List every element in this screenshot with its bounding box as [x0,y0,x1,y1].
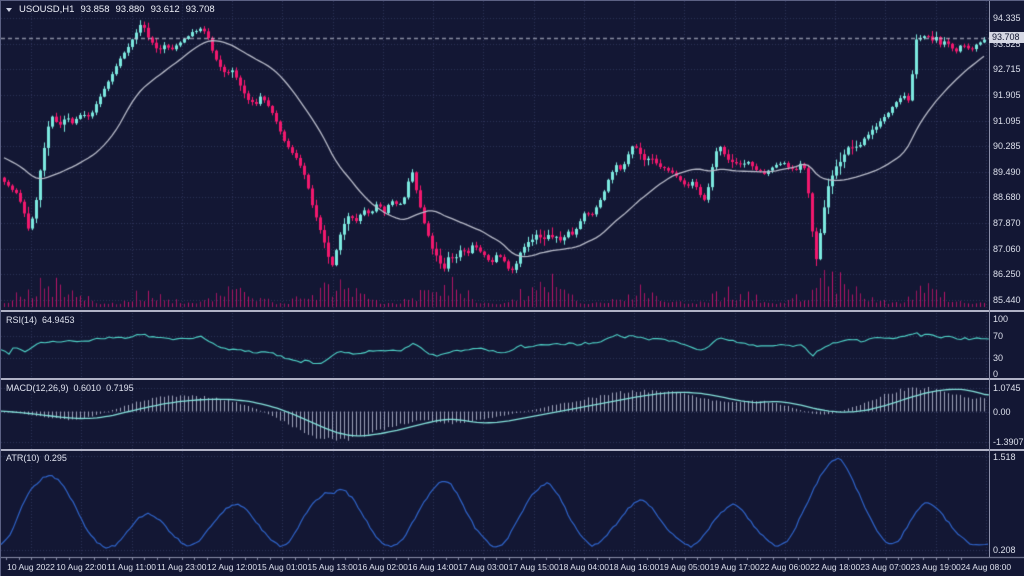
time-axis-label: 15 Aug 13:00 [307,562,358,572]
price-axis-label: 91.905 [993,89,1021,100]
time-axis-label: 16 Aug 14:00 [408,562,459,572]
ohlc-low: 93.612 [150,4,180,15]
symbol-dropdown-icon[interactable] [6,7,12,12]
rsi-panel-label: RSI(14) 64.9453 [6,315,80,325]
price-axis-label: 90.285 [993,141,1021,152]
price-axis[interactable]: 94.335 93.525 92.715 91.905 91.095 90.285 89.4… [990,1,1024,576]
time-axis-label: 11 Aug 23:00 [157,562,207,572]
rsi-axis-label: 0 [993,369,999,379]
ohlc-close: 93.708 [185,4,215,15]
time-axis-label: 17 Aug 03:00 [458,562,509,572]
atr-indicator-name: ATR(10) [6,453,40,463]
symbol-timeframe: USOUSD,H1 [19,4,75,15]
last-price-tag: 93.708 [989,32,1024,44]
macd-indicator-name: MACD(12,26,9) [6,383,69,393]
time-axis-label: 23 Aug 07:00 [860,562,911,572]
price-axis-label: 89.490 [993,166,1021,177]
rsi-axis-label: 30 [993,352,1004,363]
symbol-title: USOUSD,H1 93.858 93.880 93.612 93.708 [6,4,215,15]
macd-indicator-value-main: 0.6010 [73,383,102,393]
macd-axis-label: -1.3907 [993,437,1024,448]
ohlc-open: 93.858 [80,4,110,15]
price-axis-label: 87.060 [993,243,1021,254]
price-axis-label: 85.440 [993,295,1021,306]
atr-panel-label: ATR(10) 0.295 [6,453,72,463]
time-axis-label: 15 Aug 01:00 [257,562,308,572]
time-axis-label: 10 Aug 2022 [7,562,55,572]
time-axis-label: 18 Aug 16:00 [609,562,660,572]
time-axis-label: 19 Aug 17:00 [709,562,760,572]
time-axis-label: 16 Aug 02:00 [357,562,408,572]
time-axis-label: 10 Aug 22:00 [56,562,107,572]
price-axis-label: 93.525 [993,38,1021,49]
macd-panel-label: MACD(12,26,9) 0.6010 0.7195 [6,383,139,393]
price-axis-label: 91.095 [993,115,1021,126]
time-axis-label: 22 Aug 18:00 [810,562,861,572]
price-axis-label: 88.680 [993,192,1021,203]
panel-separator-macd[interactable] [1,378,1024,380]
price-axis-border [989,1,990,557]
price-axis-label: 94.335 [993,13,1021,23]
rsi-axis-label: 100 [993,314,1009,324]
time-axis-label: 17 Aug 15:00 [508,562,559,572]
time-axis-label: 24 Aug 08:00 [960,562,1012,572]
macd-indicator-value-signal: 0.7195 [106,383,134,393]
macd-axis-label: 1.0745 [993,382,1021,393]
rsi-indicator-name: RSI(14) [6,315,38,325]
time-axis-label: 22 Aug 06:00 [759,562,810,572]
rsi-axis-label: 70 [993,330,1004,341]
panel-separator-rsi[interactable] [1,310,1024,312]
time-axis-label: 12 Aug 12:00 [206,562,258,572]
time-axis[interactable]: 10 Aug 2022 10 Aug 22:00 11 Aug 11:00 11 Au… [1,558,1024,576]
rsi-indicator-value: 64.9453 [42,315,75,325]
panel-separator-atr[interactable] [1,449,1024,451]
price-axis-label: 87.870 [993,218,1021,229]
atr-axis-label: 1.518 [993,452,1016,462]
time-axis-label: 19 Aug 05:00 [659,562,710,572]
time-axis-label: 11 Aug 11:00 [107,562,156,572]
price-axis-label: 92.715 [993,64,1021,75]
ohlc-high: 93.880 [115,4,145,15]
time-axis-label: 23 Aug 19:00 [910,562,961,572]
price-axis-label: 86.250 [993,269,1021,280]
atr-indicator-value: 0.295 [44,453,67,463]
time-axis-label: 18 Aug 04:00 [558,562,609,572]
atr-axis-label: 0.208 [993,545,1016,555]
macd-axis-label: 0.00 [993,406,1011,417]
